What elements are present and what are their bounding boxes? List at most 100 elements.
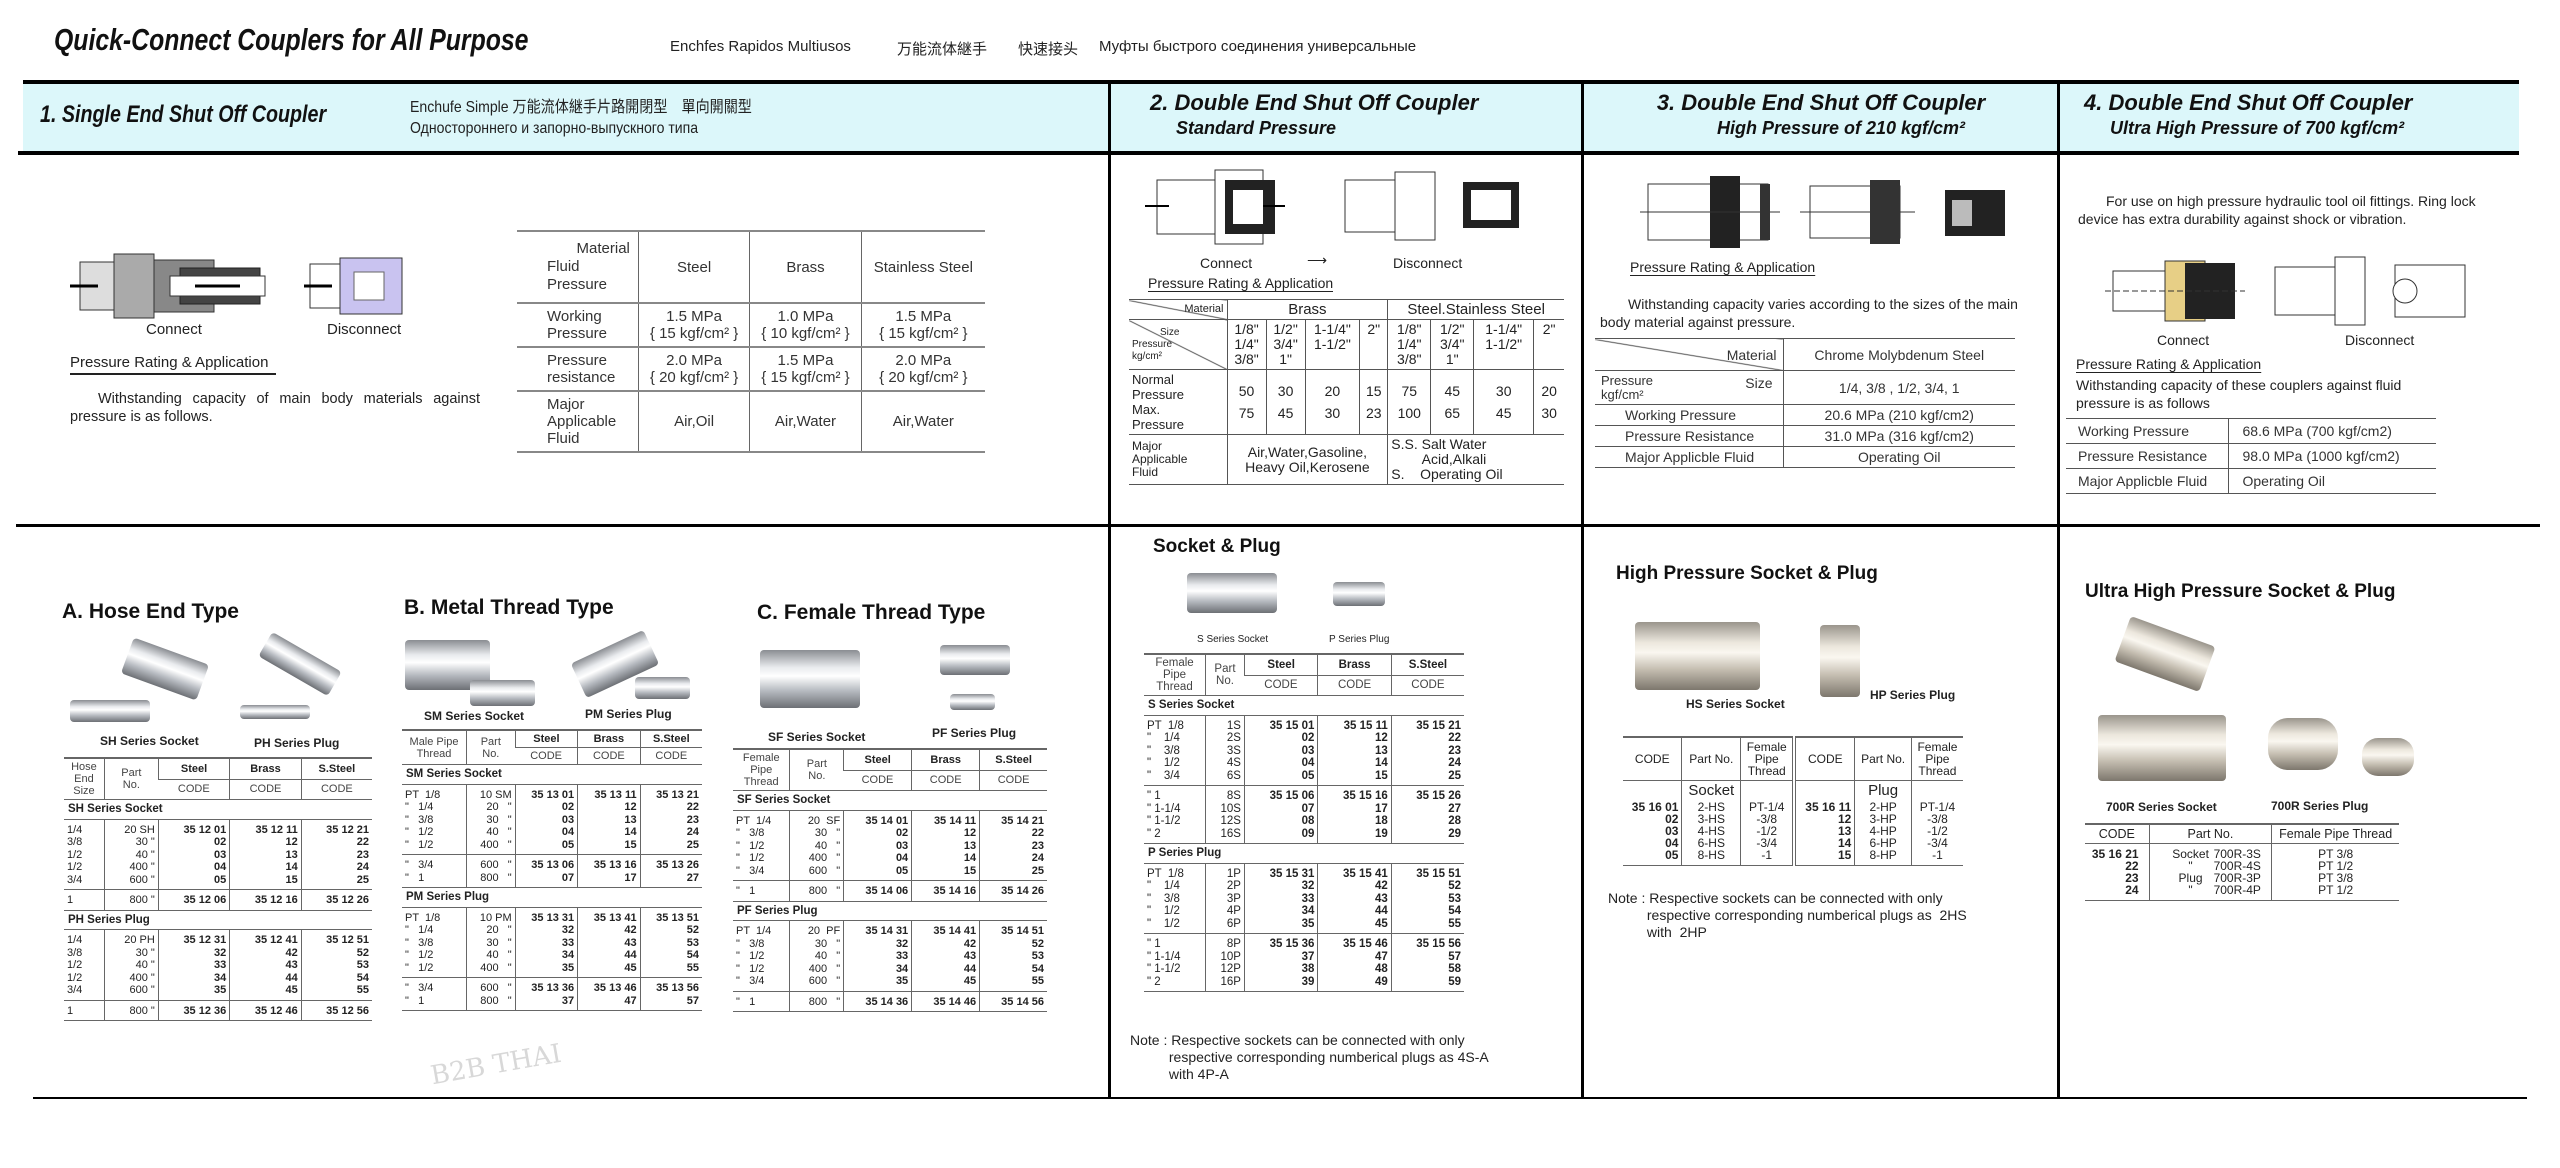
code-cell: 13 bbox=[1792, 825, 1855, 837]
part-no-cell: 800 " bbox=[103, 889, 159, 911]
table-row: " 1-1/2 12P 38 48 58 bbox=[1144, 963, 1464, 976]
column-header: CODE bbox=[2085, 823, 2150, 844]
table-header-row: Material Chrome Molybdenum Steel bbox=[1595, 338, 2015, 371]
code-cell: 54 bbox=[979, 962, 1047, 975]
size-cell: 1/2" 3/4" 1" bbox=[1430, 319, 1474, 370]
max-pressure-value: 45 bbox=[1495, 405, 1512, 421]
part-no-cell: 600 " bbox=[103, 873, 159, 890]
row-label: Major Applicble Fluid bbox=[2066, 468, 2228, 494]
thread-cell: -1/2 bbox=[1910, 825, 1963, 837]
max-pressure-value: 30 bbox=[1324, 405, 1341, 421]
code-cell: 35 13 31 bbox=[514, 907, 578, 924]
s-socket-caption: S Series Socket bbox=[1197, 634, 1269, 645]
header-row: Male Pipe Thread Part No. Steel Brass S.Stee… bbox=[402, 729, 702, 765]
code-cell: 14 bbox=[911, 852, 980, 865]
size-pressure-corner: Pressure kgf/cm² Size bbox=[1595, 370, 1783, 405]
code-cell: 12 bbox=[1317, 732, 1392, 745]
cell bbox=[1623, 781, 1682, 802]
code-cell: 27 bbox=[639, 871, 702, 888]
code-cell: 35 14 01 bbox=[843, 810, 912, 827]
pressure-cell: 20 30 bbox=[1533, 369, 1564, 435]
code-cell: 04 bbox=[843, 852, 912, 865]
thread-cell: -1/2 bbox=[1740, 825, 1795, 837]
material-label: Material bbox=[1595, 338, 1783, 371]
code-cell: 35 13 51 bbox=[639, 907, 702, 924]
size-cell: " 3/8 bbox=[405, 936, 434, 949]
part-no-cell: 8S bbox=[1205, 785, 1245, 803]
table-row: Major Applicable Fluid Air,Oil Air,Water Ai… bbox=[517, 390, 985, 453]
part-no-cell: 2S bbox=[1205, 732, 1245, 745]
section-1-subtitle: Enchufe Simple 万能流体継手片路開閉型 單向開關型 Односто… bbox=[410, 97, 752, 139]
code-cell: 32 bbox=[843, 937, 912, 950]
part-no-cell: 30 " bbox=[789, 937, 844, 950]
max-pressure-label: Max. Pressure bbox=[1132, 402, 1185, 432]
part-no-cell: 40 " bbox=[465, 826, 516, 839]
code-cell: 24 bbox=[300, 861, 372, 874]
thread-cell: PT-1/4 bbox=[1740, 801, 1795, 813]
part-no-cell: 30 " bbox=[465, 936, 516, 949]
part-no-cell: 40 " bbox=[789, 839, 844, 852]
part-no-cell: 40 " bbox=[103, 848, 159, 861]
table-row: " 1-1/4 10P 37 47 57 bbox=[1144, 950, 1464, 963]
thread-cell: PT-1/4 bbox=[1910, 801, 1963, 813]
code-cell: 35 12 56 bbox=[300, 1000, 372, 1021]
code-cell: 33 bbox=[1243, 892, 1318, 905]
code-cell: 35 16 21 bbox=[2091, 847, 2139, 861]
group-label: PH Series Plug bbox=[64, 910, 372, 930]
section-1-description: Withstanding capacity of main body mater… bbox=[70, 391, 480, 425]
code-cell: 19 bbox=[1317, 827, 1392, 844]
code-cell: 45 bbox=[229, 984, 302, 1001]
column-header: Part No. bbox=[1854, 736, 1912, 781]
max-pressure-value: 75 bbox=[1238, 405, 1255, 421]
code-cell: 02 bbox=[1243, 732, 1318, 745]
part-no-cell: 12P bbox=[1205, 963, 1245, 976]
part-no-cell: 800 " bbox=[789, 880, 844, 902]
cell: 98.0 MPa (1000 kgf/cm2) bbox=[2227, 443, 2436, 469]
p-plug-caption: P Series Plug bbox=[1329, 634, 1390, 645]
part-number: 700R-3P bbox=[2213, 871, 2261, 885]
size-cell: " 1 bbox=[402, 994, 467, 1011]
code-cell: 52 bbox=[300, 946, 372, 959]
part-no-cell: 800 " bbox=[465, 994, 516, 1011]
row-label: Working Pressure bbox=[2066, 418, 2228, 444]
material-header: Brass bbox=[911, 747, 980, 771]
part-no-cell: 4-HP bbox=[1854, 825, 1912, 837]
table-row: " 3/4 600 " 35 13 36 35 13 46 35 13 56 bbox=[402, 977, 702, 995]
size-column-header: Female Pipe Thread bbox=[733, 748, 790, 791]
code-cell: 35 bbox=[1243, 917, 1318, 934]
size-cell: " 1 bbox=[733, 991, 790, 1012]
sm-socket-caption: SM Series Socket bbox=[424, 709, 525, 723]
table-row: " 3/4 600 " 35 13 06 35 13 16 35 13 26 bbox=[402, 854, 702, 872]
size-cell: 1/2 bbox=[67, 959, 83, 971]
code-cell: 35 12 51 bbox=[300, 929, 372, 947]
size-cell: " 1 bbox=[402, 871, 467, 888]
max-pressure-value: 23 bbox=[1365, 405, 1382, 421]
part-no-cell: 8P bbox=[1205, 933, 1245, 951]
code-cell: 33 bbox=[157, 959, 230, 972]
column-header: Part No. bbox=[2148, 823, 2272, 844]
pressure-cell: 30 45 bbox=[1265, 369, 1306, 435]
group-header-row: PH Series Plug bbox=[64, 910, 372, 930]
normal-pressure-value: 20 bbox=[1324, 383, 1341, 399]
table-row: 02 3-HS -3/8 12 3-HP -3/8 bbox=[1623, 813, 1963, 825]
socket-plug-title: Socket & Plug bbox=[1153, 536, 1281, 557]
cell: Air,Oil bbox=[637, 390, 750, 453]
section-3-pressure-table: Material Chrome Molybdenum Steel Pressure… bbox=[1595, 338, 2015, 468]
part-number: 700R-3S bbox=[2213, 847, 2261, 861]
code-cell: 35 13 41 bbox=[577, 907, 641, 924]
size-cell: PT 1/8 bbox=[1147, 867, 1184, 880]
code-header: CODE bbox=[979, 770, 1047, 792]
section-1-pressure-table: Material Fluid Pressure Steel Brass Stain… bbox=[517, 230, 985, 453]
code-cell: 48 bbox=[1317, 963, 1392, 976]
code-cell: 24 bbox=[2085, 884, 2150, 901]
group-header-row: P Series Plug bbox=[1144, 843, 1464, 864]
part-no-cell: 20 PH bbox=[103, 929, 159, 947]
page-title: Quick-Connect Couplers for All Purpose bbox=[54, 22, 529, 57]
part-no-cell: 20 SH bbox=[103, 819, 159, 836]
connect-label: Connect bbox=[1200, 255, 1253, 271]
table-row: PT 1/8 1P 35 15 31 35 15 41 35 15 51 bbox=[1144, 863, 1464, 880]
size-cell: 3/8 bbox=[67, 836, 83, 848]
part-no-cell: 400 " bbox=[103, 971, 159, 984]
part-no-cell: 40 " bbox=[789, 950, 844, 963]
pressure-rating-heading: Pressure Rating & Application bbox=[1148, 275, 1334, 292]
